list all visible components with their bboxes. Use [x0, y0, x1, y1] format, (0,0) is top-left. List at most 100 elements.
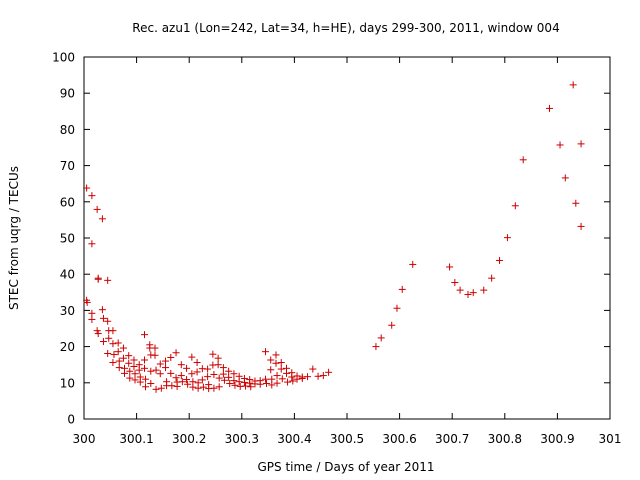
data-point: [172, 374, 180, 382]
y-tick-label: 40: [60, 268, 75, 282]
data-point: [219, 370, 227, 378]
data-point: [220, 376, 228, 384]
data-point: [167, 369, 175, 377]
data-point: [194, 384, 202, 392]
data-point: [230, 370, 238, 378]
data-point: [226, 380, 234, 388]
data-point: [130, 363, 138, 371]
data-point: [278, 375, 286, 383]
y-tick-label: 70: [60, 159, 75, 173]
data-point: [503, 234, 511, 242]
data-point: [126, 367, 134, 375]
data-point: [456, 286, 464, 294]
x-tick-label: 300.9: [540, 432, 574, 446]
data-point: [136, 378, 144, 386]
data-point: [151, 344, 159, 352]
chart-title: Rec. azu1 (Lon=242, Lat=34, h=HE), days …: [132, 21, 559, 35]
data-point: [109, 340, 117, 348]
data-point: [256, 380, 264, 388]
data-point: [210, 384, 218, 392]
data-point: [177, 361, 185, 369]
data-point: [314, 372, 322, 380]
x-tick-label: 300.4: [277, 432, 311, 446]
data-points: [83, 81, 585, 393]
y-tick-label: 50: [60, 232, 75, 246]
data-point: [546, 104, 554, 112]
data-point: [464, 290, 472, 298]
x-tick-label: 300: [73, 432, 96, 446]
data-point: [151, 351, 159, 359]
data-point: [121, 369, 129, 377]
data-point: [94, 275, 102, 283]
data-point: [115, 364, 123, 372]
data-point: [104, 349, 112, 357]
data-point: [209, 350, 217, 358]
data-point: [147, 380, 155, 388]
data-point: [273, 379, 281, 387]
data-point: [119, 344, 127, 352]
data-point: [240, 378, 248, 386]
y-tick-label: 30: [60, 304, 75, 318]
data-point: [142, 375, 150, 383]
data-point: [156, 370, 164, 378]
data-point: [277, 359, 285, 367]
data-point: [99, 314, 107, 322]
data-point: [173, 382, 181, 390]
data-point: [219, 364, 227, 372]
data-point: [267, 366, 275, 374]
data-point: [569, 81, 577, 89]
data-point: [230, 377, 238, 385]
y-tick-label: 10: [60, 376, 75, 390]
data-point: [247, 383, 255, 391]
x-tick-label: 300.5: [330, 432, 364, 446]
data-point: [214, 361, 222, 369]
plot-frame: [83, 56, 611, 420]
data-point: [398, 285, 406, 293]
data-point: [131, 370, 139, 378]
data-point: [130, 356, 138, 364]
data-point: [104, 317, 112, 325]
data-point: [83, 184, 91, 192]
data-point: [193, 368, 201, 376]
data-point: [199, 383, 207, 391]
y-tick-label: 20: [60, 340, 75, 354]
x-tick-label: 300.8: [488, 432, 522, 446]
data-point: [204, 373, 212, 381]
data-point: [109, 327, 117, 335]
data-point: [263, 380, 271, 388]
data-point: [135, 366, 143, 374]
data-point: [241, 382, 249, 390]
data-point: [104, 276, 112, 284]
data-point: [183, 364, 191, 372]
data-point: [210, 370, 218, 378]
x-tick-label: 300.3: [225, 432, 259, 446]
data-point: [142, 383, 150, 391]
data-point: [288, 373, 296, 381]
data-point: [556, 141, 564, 149]
y-axis-tick-labels: 0 10 20 30 40 50 60 70 80 90 100: [52, 51, 75, 427]
data-point: [188, 370, 196, 378]
data-point: [446, 263, 454, 271]
data-point: [325, 368, 333, 376]
data-point: [156, 360, 164, 368]
x-tick-label: 301: [599, 432, 622, 446]
data-point: [126, 374, 134, 382]
x-axis-label: GPS time / Days of year 2011: [257, 460, 434, 474]
data-point: [88, 315, 96, 323]
data-point: [94, 330, 102, 338]
x-tick-label: 300.7: [435, 432, 469, 446]
data-point: [488, 274, 496, 282]
data-point: [480, 286, 488, 294]
data-point: [167, 353, 175, 361]
data-point: [572, 199, 580, 207]
data-point: [393, 304, 401, 312]
data-point: [214, 354, 222, 362]
data-point: [152, 366, 160, 374]
data-point: [184, 380, 192, 388]
data-point: [284, 378, 292, 386]
data-point: [372, 343, 380, 351]
y-tick-label: 100: [52, 51, 75, 65]
data-point: [99, 338, 107, 346]
